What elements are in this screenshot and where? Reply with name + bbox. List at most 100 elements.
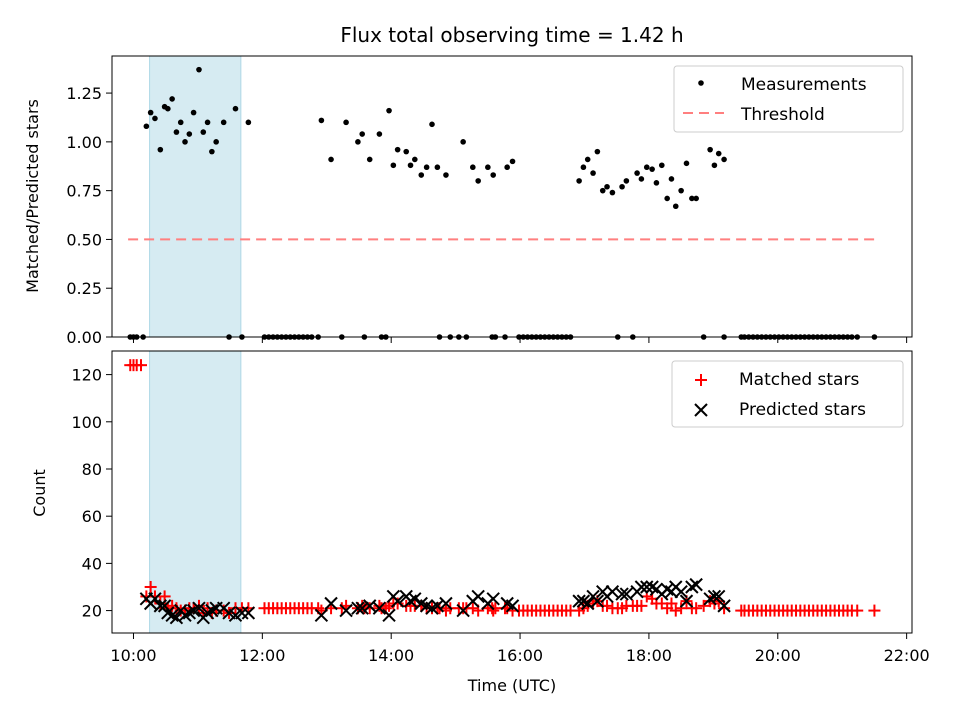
measurement-point [182,139,188,145]
ratio-legend: Measurements Threshold [673,65,904,133]
measurement-point [460,139,466,145]
predicted-star-point [439,596,453,611]
matched-star-point [466,602,479,615]
predicted-star-point [634,580,649,594]
measurement-point [196,66,202,73]
matched-star-point [363,602,376,615]
matched-star-point [868,604,881,617]
measurement-point [689,195,695,202]
predicted-star-point [408,592,422,606]
predicted-star-point [169,610,184,625]
measurement-point [668,176,675,182]
predicted-star-point [486,592,500,606]
count-y-axis-label: Count [30,469,49,517]
predicted-star-point [717,599,731,613]
predicted-star-point [605,584,620,599]
matched-star-point [690,602,703,615]
measurement-point [434,164,441,171]
measurement-point [147,109,154,116]
highlight-span [149,55,242,338]
measurement-point [634,170,640,176]
measurement-point [376,131,383,137]
measurement-point [580,164,587,171]
predicted-star-point [241,606,256,620]
measurement-point [355,139,361,145]
count-legend-box [671,360,904,428]
legend-threshold-label: Threshold [740,105,825,125]
ratio-plot-frame [111,55,913,338]
measurement-point [619,183,625,190]
measurement-point [711,162,718,169]
measurement-point [470,164,476,171]
measurement-point [443,172,449,178]
legend-predicted-marker [694,403,708,417]
x-tick-label: 20:00 [755,646,801,665]
measurement-point [318,117,325,124]
measurement-point [390,162,397,169]
measurement-point [678,187,684,194]
measurement-point [328,156,334,163]
matched-star-point [635,599,648,612]
count-legend: Matched stars Predicted stars [671,360,904,428]
measurement-point [485,164,491,171]
measurement-point [245,119,252,126]
measurement-point [394,146,401,153]
measurement-point [220,119,227,126]
legend-predicted-label: Predicted stars [739,400,866,420]
measurement-point [683,160,690,167]
predicted-star-point [685,580,699,594]
measurement-point [664,195,670,202]
matched-star-point [675,602,688,615]
predicted-star-point [580,596,595,611]
predicted-star-point [390,594,405,608]
matched-star-point [697,599,710,612]
measurement-point [152,115,158,122]
measurement-point [386,107,392,114]
measurement-point [343,119,349,126]
matched-star-point [669,604,682,617]
predicted-star-point [235,606,249,620]
legend-measurement-marker [698,80,704,86]
predicted-star-point [382,608,396,623]
ratio-y-ticks: 0.00 0.25 0.50 0.75 1.00 1.25 [66,84,112,347]
predicted-star-point [372,601,387,615]
predicted-star-point [430,599,445,613]
measurement-point [213,139,219,145]
chart-title: Flux total observing time = 1.42 h [340,23,683,47]
y-tick-label: 20 [82,602,102,621]
measurement-point [649,166,655,172]
measurement-point [490,172,497,178]
measurement-point [643,164,650,171]
y-tick-label: 80 [82,460,102,479]
count-y-ticks: 20 40 60 80 100 120 [71,366,112,621]
measurement-point [412,156,418,163]
legend-measurements-label: Measurements [741,75,867,95]
predicted-star-point [679,594,694,608]
count-plot-frame [111,350,913,634]
matched-star-point [134,359,147,372]
matched-star-point [665,597,678,610]
legend-matched-label: Matched stars [739,370,859,390]
predicted-star-point [505,599,520,613]
y-tick-label: 0.50 [66,230,102,249]
measurement-point [418,172,425,178]
measurement-point [590,170,596,176]
matched-star-point [144,580,157,593]
predicted-star-point [572,594,586,608]
y-tick-label: 40 [82,554,102,573]
x-tick-label: 14:00 [368,646,414,665]
measurement-point [653,180,660,186]
matched-star-point [356,599,369,612]
measurement-point [186,131,193,137]
measurement-point [638,176,645,182]
x-tick-label: 18:00 [626,646,672,665]
measurement-point [359,131,366,137]
y-tick-label: 0.75 [66,182,102,201]
predicted-stars-points [139,577,731,625]
measurement-point [204,119,211,126]
ratio-legend-box [673,65,904,133]
predicted-star-point [314,608,329,623]
measurement-point [623,178,630,184]
legend-matched-marker [695,374,707,386]
